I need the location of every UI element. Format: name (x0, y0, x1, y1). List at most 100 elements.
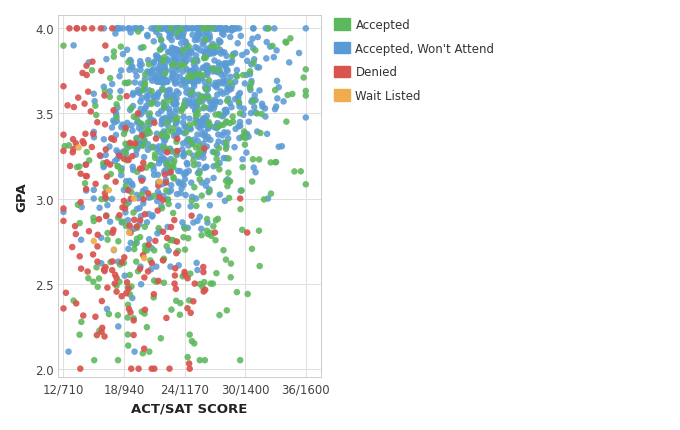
Point (184, 138, 195, 144)
Point (100, 196, 111, 203)
Point (116, 168, 126, 175)
Point (197, 180, 207, 187)
Point (125, 30, 136, 37)
Point (242, 230, 253, 236)
Point (160, 167, 171, 174)
Point (172, 136, 183, 143)
Point (161, 160, 172, 167)
Point (163, 248, 174, 255)
Point (74, 253, 85, 260)
Point (193, 107, 204, 114)
Point (167, 62, 178, 69)
Point (160, 58, 171, 64)
Point (211, 143, 222, 150)
Point (198, 32, 209, 39)
Point (171, 239, 182, 246)
Point (110, 31, 121, 38)
Point (280, 39, 291, 46)
Point (67, 244, 78, 251)
Point (78, 138, 88, 145)
Point (96, 68, 107, 75)
Point (146, 26, 157, 33)
Point (168, 93, 179, 100)
Point (219, 50, 230, 57)
Point (137, 188, 148, 195)
Point (150, 136, 161, 143)
Point (201, 144, 212, 150)
Point (157, 116, 168, 123)
Point (75, 366, 86, 372)
Point (143, 70, 154, 77)
Point (135, 121, 146, 128)
Point (149, 366, 160, 372)
Point (153, 278, 164, 285)
Point (299, 75, 309, 82)
Point (171, 79, 182, 86)
Point (205, 47, 216, 54)
Point (83, 60, 94, 67)
Point (164, 117, 175, 124)
Point (133, 29, 143, 36)
Point (64, 26, 75, 33)
Point (205, 35, 216, 42)
Point (169, 238, 180, 245)
Point (136, 121, 147, 128)
Point (162, 235, 173, 242)
Point (248, 26, 258, 33)
Point (88, 238, 99, 245)
Point (202, 96, 213, 103)
Point (235, 196, 245, 203)
Point (114, 154, 125, 160)
Point (169, 46, 180, 53)
Point (227, 114, 238, 121)
Point (175, 26, 186, 33)
Point (97, 298, 107, 305)
Point (214, 40, 225, 47)
Point (184, 168, 194, 175)
Point (138, 197, 149, 203)
Point (159, 104, 170, 111)
Point (164, 49, 175, 56)
Point (67, 136, 78, 143)
Point (165, 31, 175, 37)
Point (175, 62, 186, 69)
Point (133, 125, 144, 132)
Point (161, 243, 172, 250)
Point (199, 357, 210, 364)
Point (127, 64, 138, 71)
Point (178, 182, 189, 189)
Point (100, 184, 111, 191)
Point (142, 147, 153, 154)
Point (104, 144, 115, 150)
Point (116, 68, 126, 75)
Point (158, 156, 169, 163)
Point (160, 115, 171, 122)
Point (135, 99, 146, 106)
Point (202, 26, 213, 33)
Point (160, 65, 171, 72)
Point (124, 141, 135, 148)
Point (123, 200, 134, 206)
Point (171, 120, 182, 126)
Point (165, 169, 176, 176)
Point (177, 219, 188, 226)
Point (273, 85, 284, 92)
Point (105, 219, 116, 226)
Point (223, 156, 234, 163)
Point (235, 34, 246, 40)
Point (143, 128, 154, 135)
Point (194, 97, 205, 104)
Point (74, 164, 85, 171)
Point (152, 78, 163, 85)
Point (161, 187, 172, 194)
Point (192, 57, 203, 64)
Point (192, 77, 203, 84)
Point (102, 202, 113, 209)
Point (77, 71, 88, 77)
Point (111, 289, 122, 295)
Point (180, 192, 191, 199)
Point (182, 100, 193, 107)
Point (254, 157, 265, 163)
Point (114, 279, 125, 286)
Point (79, 101, 90, 108)
